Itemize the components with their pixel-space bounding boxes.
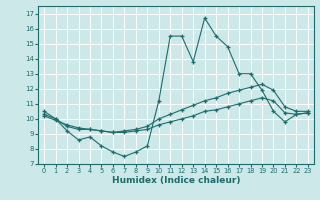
- X-axis label: Humidex (Indice chaleur): Humidex (Indice chaleur): [112, 176, 240, 185]
